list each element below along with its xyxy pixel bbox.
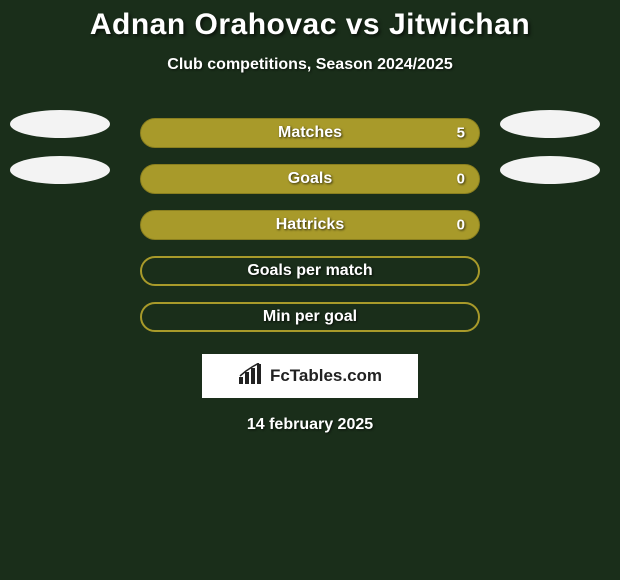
stat-label: Goals per match	[247, 262, 372, 280]
player-right-ellipse	[500, 156, 600, 184]
brand-badge: FcTables.com	[202, 354, 418, 398]
brand-prefix: Fc	[270, 366, 290, 385]
stat-value-right: 0	[457, 217, 465, 234]
stat-bar: Goals 0	[140, 164, 480, 194]
stat-label: Hattricks	[276, 216, 344, 234]
date-text: 14 february 2025	[0, 416, 620, 434]
brand-text: FcTables.com	[270, 366, 382, 386]
stat-row: Goals 0	[0, 156, 620, 202]
stat-bar: Goals per match	[140, 256, 480, 286]
brand-chart-icon	[238, 363, 264, 390]
player-right-ellipse	[500, 110, 600, 138]
stat-value-right: 5	[457, 125, 465, 142]
stat-value-right: 0	[457, 171, 465, 188]
stat-row: Hattricks 0	[0, 202, 620, 248]
stat-row: Min per goal	[0, 294, 620, 340]
player-left-ellipse	[10, 110, 110, 138]
subtitle: Club competitions, Season 2024/2025	[0, 56, 620, 74]
stat-row: Matches 5	[0, 110, 620, 156]
player-left-ellipse	[10, 156, 110, 184]
stats-area: Matches 5 Goals 0 Hattricks 0 Goals per match M…	[0, 110, 620, 340]
stat-label: Min per goal	[263, 308, 357, 326]
page-title: Adnan Orahovac vs Jitwichan	[0, 8, 620, 42]
comparison-card: Adnan Orahovac vs Jitwichan Club competi…	[0, 0, 620, 434]
stat-bar: Hattricks 0	[140, 210, 480, 240]
stat-label: Goals	[288, 170, 332, 188]
brand-suffix: Tables.com	[290, 366, 382, 385]
stat-bar: Matches 5	[140, 118, 480, 148]
stat-row: Goals per match	[0, 248, 620, 294]
stat-bar: Min per goal	[140, 302, 480, 332]
stat-label: Matches	[278, 124, 342, 142]
